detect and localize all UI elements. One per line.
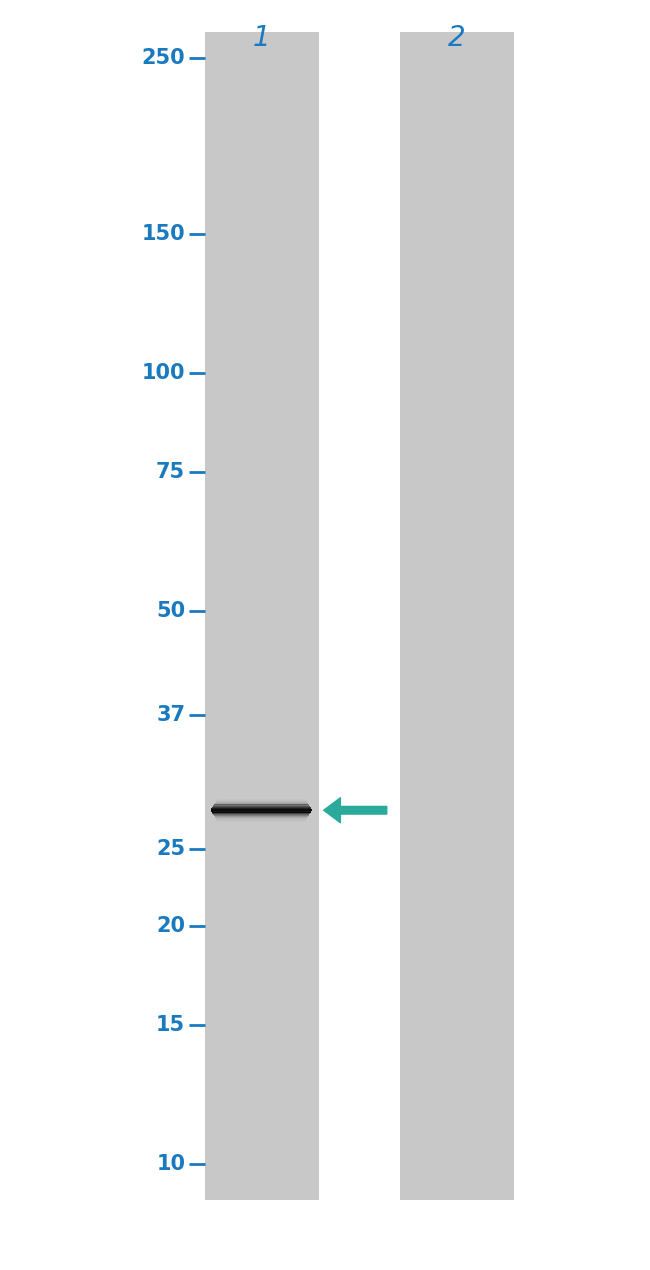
- Text: 20: 20: [156, 916, 185, 936]
- Text: 25: 25: [156, 839, 185, 860]
- Text: 50: 50: [156, 601, 185, 621]
- Text: 2: 2: [447, 24, 465, 52]
- Text: 37: 37: [156, 705, 185, 724]
- Bar: [205, 32, 318, 1200]
- Text: 250: 250: [142, 48, 185, 69]
- Text: 75: 75: [156, 462, 185, 481]
- Text: 15: 15: [156, 1015, 185, 1035]
- Text: 1: 1: [252, 24, 270, 52]
- Bar: [400, 32, 514, 1200]
- Text: 10: 10: [156, 1154, 185, 1173]
- Text: 100: 100: [142, 363, 185, 384]
- Text: 150: 150: [142, 224, 185, 244]
